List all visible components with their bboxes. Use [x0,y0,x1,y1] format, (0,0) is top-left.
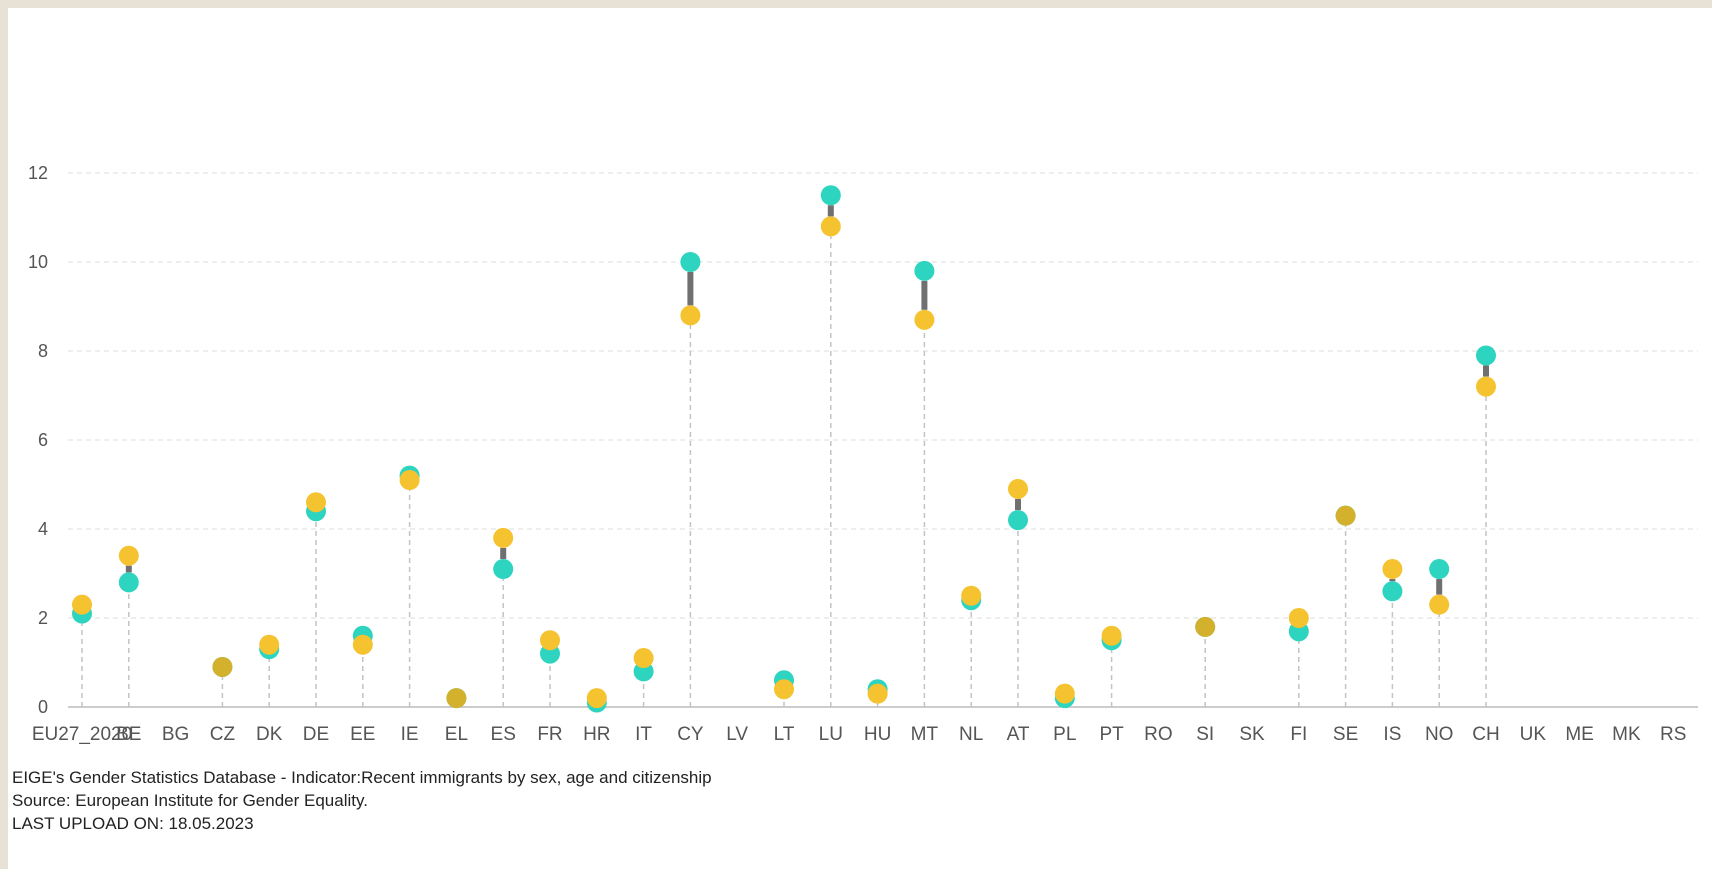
y-tick-label: 6 [38,430,48,450]
y-tick-label: 0 [38,697,48,717]
x-tick-label: IT [635,724,652,745]
x-tick-label: PT [1099,724,1124,745]
series-a-point[interactable] [493,559,514,580]
x-tick-label: BE [116,724,141,745]
x-tick-label: RO [1144,724,1173,745]
series-b-point[interactable] [680,305,701,326]
x-tick-label: HR [583,724,610,745]
x-tick-label: NL [959,724,983,745]
series-b-point[interactable] [1101,625,1122,646]
x-tick-label: DK [256,724,283,745]
x-tick-label: HU [864,724,891,745]
x-tick-label: ES [491,724,516,745]
series-b-point[interactable] [399,470,420,491]
footer-source-database: EIGE's Gender Statistics Database - Indi… [12,768,712,787]
x-tick-label: LT [774,724,795,745]
x-tick-label: UK [1520,724,1547,745]
series-b-point[interactable] [867,683,888,704]
x-tick-label: CH [1472,724,1499,745]
series-b-point[interactable] [72,594,92,615]
series-b-point[interactable] [540,630,560,651]
x-tick-label: SK [1239,724,1265,745]
x-tick-label: AT [1007,724,1030,745]
x-tick-label: IE [401,724,419,745]
x-tick-label: EL [445,724,468,745]
x-tick-label: CZ [210,724,236,745]
chart-footer: EIGE's Gender Statistics Database - Indi… [12,766,712,835]
series-b-point[interactable] [1382,559,1403,580]
series-b-point[interactable] [820,216,841,237]
x-tick-label: FR [537,724,562,745]
y-tick-label: 10 [28,252,48,272]
x-tick-label: PL [1053,724,1076,745]
x-tick-label: MK [1612,724,1641,745]
x-tick-label: SE [1333,724,1358,745]
series-a-point[interactable] [118,572,139,593]
series-a-point[interactable] [680,252,701,272]
y-tick-label: 8 [38,341,48,361]
x-tick-label: LU [819,724,843,745]
x-tick-label: EU27_2020 [32,724,132,745]
footer-source: Source: European Institute for Gender Eq… [12,791,368,810]
x-tick-label: MT [911,724,939,745]
y-tick-label: 4 [38,519,48,539]
series-a-point[interactable] [914,260,935,281]
x-tick-label: IS [1383,724,1401,745]
series-a-point[interactable] [1008,510,1028,531]
series-b-point[interactable] [1476,376,1496,397]
y-tick-label: 2 [38,608,48,628]
stem-layer [81,226,1487,707]
x-tick-label: EE [350,724,375,745]
chart-card: 0 2 4 6 8 10 12 EU27_2020 BE BG CZ DK DE EE IE EL ES FR HR… [8,8,1712,869]
x-tick-label: DE [303,724,329,745]
series-b-point[interactable] [1054,683,1075,704]
series-b-point[interactable] [352,634,373,655]
x-tick-label: CY [677,724,704,745]
series-a-point[interactable] [1476,345,1496,366]
grid-layer [68,172,1698,708]
series-b-point[interactable] [961,585,982,606]
series-b-point[interactable] [493,527,514,548]
x-tick-label: LV [726,724,748,745]
series-b-point[interactable] [446,688,467,709]
series-a-point[interactable] [1382,581,1403,602]
x-tick-label: RS [1660,724,1686,745]
y-tick-label: 12 [28,163,48,183]
series-b-point[interactable] [118,545,139,566]
series-b-point[interactable] [306,492,326,513]
series-a-layer [72,185,1496,713]
series-b-point[interactable] [1288,608,1309,628]
x-tick-label: SI [1196,724,1214,745]
x-tick-label: ME [1565,724,1594,745]
series-b-point[interactable] [259,634,280,655]
x-tick-label: FI [1290,724,1307,745]
x-tick-label: BG [162,724,189,745]
series-b-layer [72,216,1496,709]
series-a-point[interactable] [820,185,841,206]
series-a-point[interactable] [1429,559,1450,580]
connector-layer [125,205,1489,595]
x-tick-label: NO [1425,724,1454,745]
series-b-point[interactable] [774,679,794,700]
series-b-point[interactable] [1335,505,1356,526]
series-b-point[interactable] [1195,616,1216,637]
series-b-point[interactable] [586,688,607,709]
series-b-point[interactable] [1429,594,1450,615]
series-b-point[interactable] [212,656,233,677]
footer-last-upload: LAST UPLOAD ON: 18.05.2023 [12,814,254,833]
series-b-point[interactable] [633,648,654,669]
series-b-point[interactable] [914,309,935,330]
series-b-point[interactable] [1008,478,1028,499]
